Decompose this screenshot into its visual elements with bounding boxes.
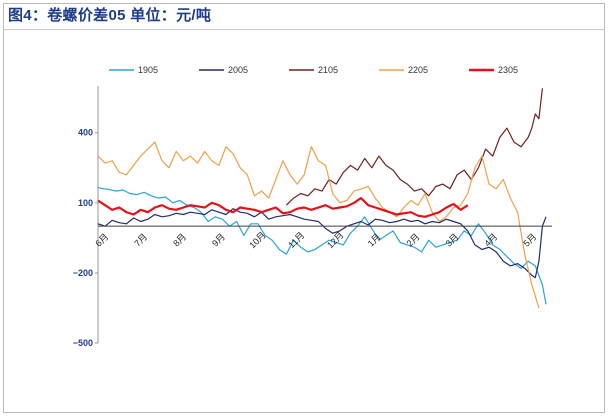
x-month-label: 2月: [405, 232, 422, 249]
x-month-label: 7月: [132, 232, 149, 249]
legend-label-2305: 2305: [498, 65, 518, 75]
y-tick-label: 400: [78, 128, 93, 138]
series-line-2305: [97, 197, 469, 218]
x-month-label: 11月: [286, 230, 306, 250]
y-tick-label: 100: [78, 198, 93, 208]
legend-label-2005: 2005: [228, 65, 248, 75]
x-month-label: 1月: [366, 232, 383, 249]
x-month-label: 9月: [210, 232, 227, 249]
legend-label-2205: 2205: [408, 65, 428, 75]
series-line-1905: [97, 187, 547, 305]
legend-label-2105: 2105: [318, 65, 338, 75]
series-layer: [97, 88, 547, 309]
series-line-2205: [97, 141, 540, 309]
title-divider: [3, 29, 604, 30]
chart-title: 图4：卷螺价差05 单位：元/吨: [8, 7, 212, 24]
x-month-label: 6月: [93, 232, 110, 249]
series-line-2005: [97, 208, 547, 279]
x-month-label: 5月: [521, 232, 538, 249]
x-month-label: 4月: [482, 232, 499, 249]
x-month-label: 10月: [247, 230, 268, 251]
x-month-label: 3月: [444, 232, 461, 249]
legend-label-1905: 1905: [138, 65, 158, 75]
y-tick-label: −500: [73, 338, 93, 348]
x-month-label: 12月: [325, 230, 346, 251]
y-tick-label: −200: [73, 268, 93, 278]
series-line-2105: [285, 88, 543, 206]
x-month-label: 8月: [171, 232, 188, 249]
y-axis: 400 100 −200 −500: [73, 86, 99, 348]
legend: 1905 2005 2105 2205 2305: [109, 65, 518, 75]
